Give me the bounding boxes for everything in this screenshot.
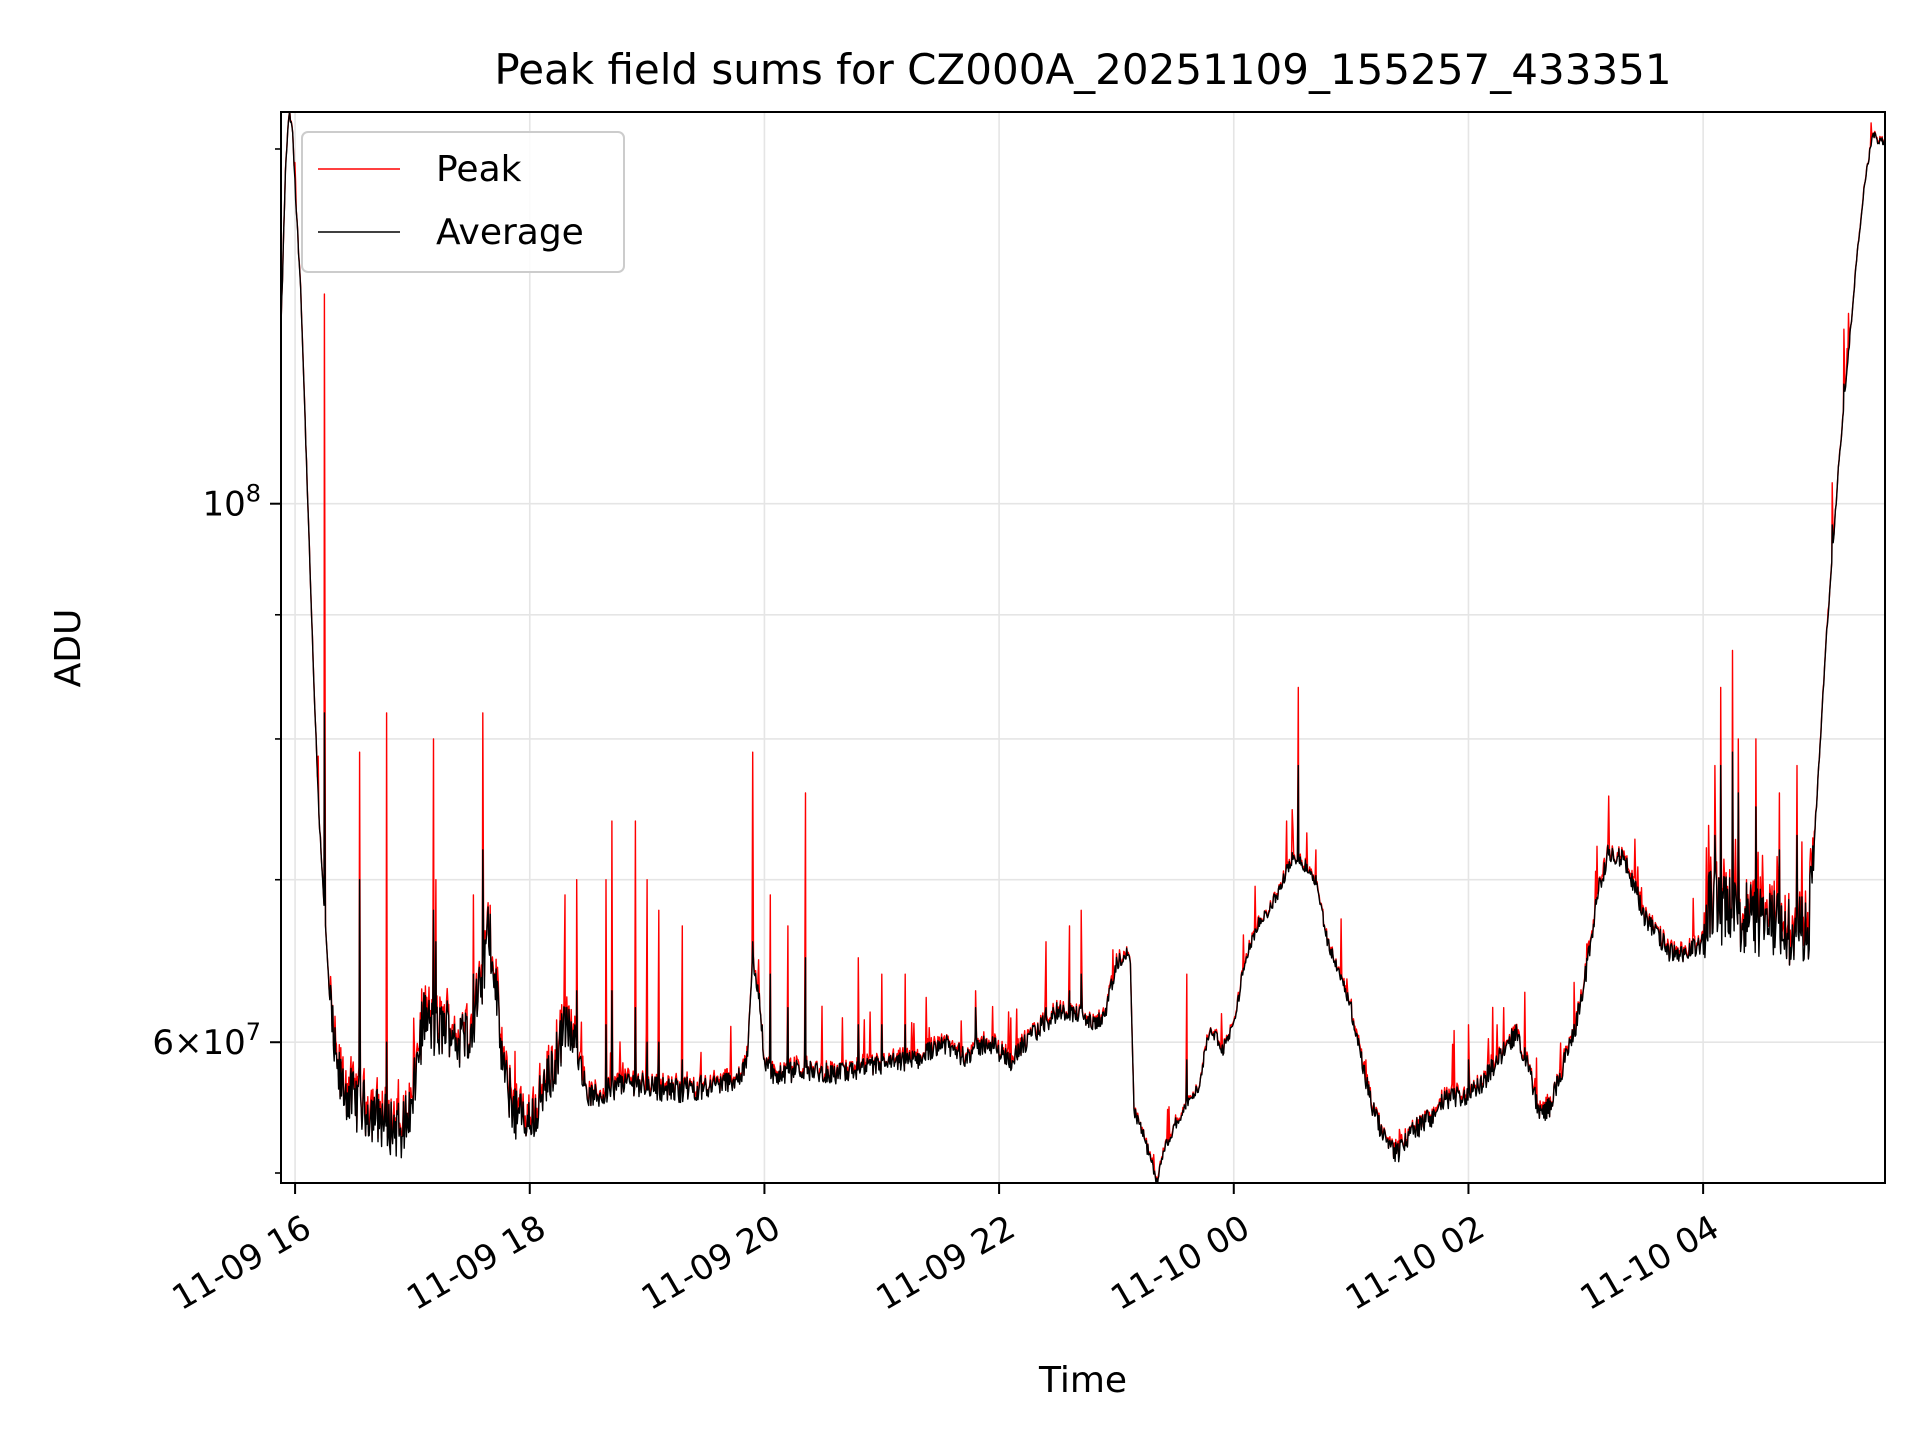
legend: Peak Average [301, 131, 625, 273]
x-axis-ticks: 11-09 16 11-09 18 11-09 20 11-09 22 11-10 00… [166, 1183, 1726, 1319]
legend-box [301, 131, 625, 273]
x-tick-label: 11-10 02 [1339, 1208, 1491, 1319]
x-tick-label: 11-09 18 [400, 1208, 552, 1319]
series-line-average [281, 112, 1885, 1183]
gridlines [281, 112, 1885, 1183]
legend-label-average: Average [436, 212, 584, 253]
y-axis-label: ADU [48, 609, 89, 688]
y-tick-label: 6×107 [152, 1018, 261, 1063]
x-tick-label: 11-09 20 [635, 1208, 787, 1319]
x-tick-label: 11-09 16 [166, 1208, 318, 1319]
plot-frame [280, 111, 1886, 1184]
y-tick-label: 108 [202, 480, 261, 525]
x-tick-label: 11-10 00 [1104, 1208, 1256, 1319]
x-axis-label: Time [1038, 1360, 1127, 1401]
x-tick-label: 11-09 22 [870, 1208, 1022, 1319]
x-tick-label: 11-10 04 [1574, 1208, 1726, 1319]
chart-title: Peak field sums for CZ000A_20251109_1552… [494, 45, 1671, 94]
y-axis-ticks: 6×107 108 [152, 148, 281, 1174]
legend-label-peak: Peak [436, 149, 522, 190]
